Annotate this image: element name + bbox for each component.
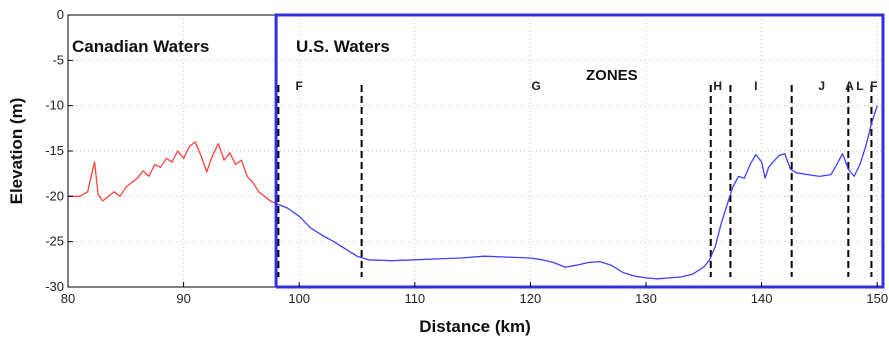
y-tick-label: 0	[57, 7, 64, 22]
y-tick-label: -30	[45, 279, 64, 294]
zone-label: I	[754, 79, 757, 93]
series-layer	[68, 105, 878, 280]
y-tick-label: -25	[45, 234, 64, 249]
series-line-0	[68, 141, 277, 205]
us-waters-border	[274, 13, 885, 289]
us-waters-frame	[274, 13, 885, 289]
y-tick-label: -5	[52, 52, 64, 67]
zone-label: F	[870, 79, 877, 93]
y-tick-label: -15	[45, 143, 64, 158]
axis-ticks	[67, 14, 878, 288]
x-tick-label: 110	[404, 291, 425, 306]
zone-label: F	[296, 79, 303, 93]
grid-lines	[68, 15, 883, 287]
y-tick-label: -20	[45, 188, 64, 203]
zone-label: J	[818, 79, 825, 93]
us-waters-label: U.S. Waters	[296, 37, 390, 56]
x-tick-label: 130	[635, 291, 657, 306]
x-tick-label: 100	[288, 291, 310, 306]
x-tick-label: 140	[751, 291, 773, 306]
zone-boundary-lines	[277, 85, 873, 277]
series-line-1	[275, 105, 878, 280]
canadian-waters-label: Canadian Waters	[72, 37, 209, 56]
zone-label: A	[845, 79, 854, 93]
plot-background	[68, 15, 883, 287]
x-tick-label: 80	[61, 291, 75, 306]
zone-label: G	[532, 79, 541, 93]
x-tick-label: 90	[176, 291, 190, 306]
y-tick-label: -10	[45, 98, 64, 113]
zones-title: ZONES	[586, 67, 638, 84]
zone-label: L	[856, 79, 863, 93]
zone-label: H	[713, 79, 722, 93]
x-tick-label: 120	[520, 291, 542, 306]
tick-labels: 80 90 100 110 120 130 140 150 0 -5 -10 -15 -20 -25 -30	[45, 7, 888, 306]
y-axis-label: Elevation (m)	[7, 98, 26, 205]
x-axis-label: Distance (km)	[419, 317, 530, 336]
x-tick-label: 150	[866, 291, 888, 306]
